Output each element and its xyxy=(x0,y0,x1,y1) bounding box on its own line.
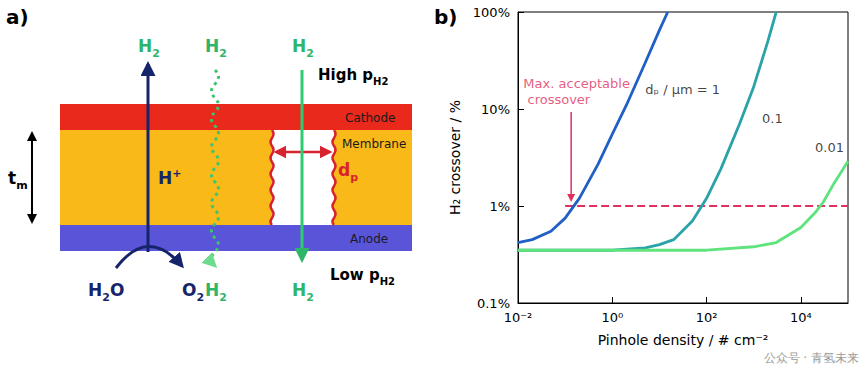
svg-text:a): a) xyxy=(6,5,29,29)
svg-text:Anode: Anode xyxy=(350,232,388,246)
svg-text:10⁻²: 10⁻² xyxy=(504,310,533,325)
svg-text:H2: H2 xyxy=(138,36,160,60)
svg-text:10⁰: 10⁰ xyxy=(601,310,623,325)
svg-text:Pinhole density / # cm⁻²: Pinhole density / # cm⁻² xyxy=(598,332,769,348)
svg-text:10%: 10% xyxy=(481,102,510,117)
svg-text:H2: H2 xyxy=(205,280,227,304)
svg-text:0.01: 0.01 xyxy=(815,140,844,155)
svg-text:tm: tm xyxy=(8,168,28,192)
svg-text:b): b) xyxy=(434,5,457,29)
svg-text:H2: H2 xyxy=(292,280,314,304)
svg-text:100%: 100% xyxy=(473,5,510,20)
svg-text:10⁴: 10⁴ xyxy=(790,310,812,325)
svg-text:0.1%: 0.1% xyxy=(477,296,510,311)
svg-text:10²: 10² xyxy=(696,310,718,325)
svg-text:Low pH2: Low pH2 xyxy=(330,266,395,287)
svg-text:H2O: H2O xyxy=(88,280,124,304)
svg-text:dₚ / μm = 1: dₚ / μm = 1 xyxy=(645,82,720,97)
svg-text:crossover: crossover xyxy=(523,92,590,107)
svg-text:dp: dp xyxy=(338,160,358,184)
svg-text:H2: H2 xyxy=(205,36,227,60)
svg-text:H₂ crossover / %: H₂ crossover / % xyxy=(447,100,463,215)
svg-text:O2: O2 xyxy=(182,280,204,304)
svg-text:Cathode: Cathode xyxy=(345,111,395,125)
svg-text:0.1: 0.1 xyxy=(762,111,783,126)
html-text:公众号 · 青氢未来: 公众号 · 青氢未来 xyxy=(763,351,859,365)
svg-text:Max. acceptable: Max. acceptable xyxy=(523,76,630,91)
svg-text:Membrane: Membrane xyxy=(342,137,406,151)
svg-text:H+: H+ xyxy=(158,167,181,188)
svg-text:H2: H2 xyxy=(292,36,314,60)
svg-text:1%: 1% xyxy=(489,199,510,214)
svg-text:High pH2: High pH2 xyxy=(318,66,388,87)
